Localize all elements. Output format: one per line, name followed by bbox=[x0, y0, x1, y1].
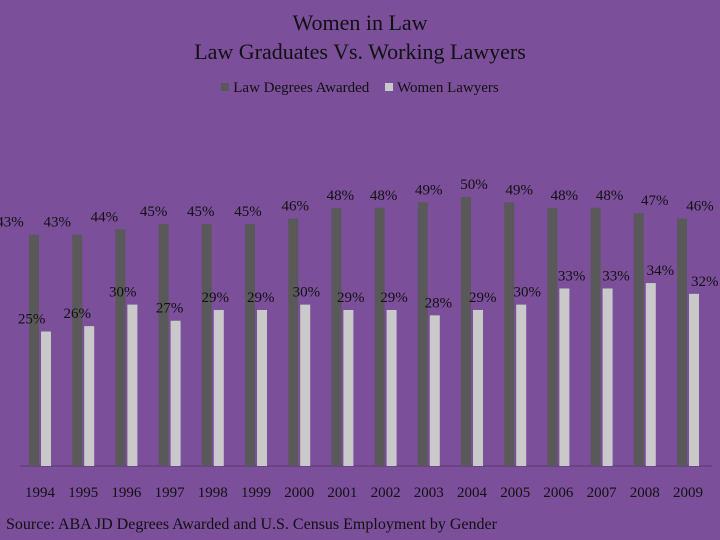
data-label-law-degrees-1996: 44% bbox=[91, 209, 119, 225]
bar-women-lawyers-1996 bbox=[127, 304, 138, 466]
x-tick-label-1998: 1998 bbox=[198, 485, 228, 501]
data-label-women-lawyers-2006: 33% bbox=[558, 268, 586, 284]
legend-entry-women-lawyers: Women Lawyers bbox=[385, 80, 499, 97]
bar-law-degrees-1996 bbox=[115, 229, 126, 466]
legend-swatch-law-degrees bbox=[221, 82, 230, 91]
bar-law-degrees-2002 bbox=[374, 207, 385, 466]
x-tick-label-2004: 2004 bbox=[457, 485, 488, 501]
data-label-law-degrees-2004: 50% bbox=[460, 177, 488, 193]
data-label-law-degrees-2008: 47% bbox=[641, 193, 669, 209]
data-label-women-lawyers-2003: 28% bbox=[425, 295, 453, 311]
data-label-law-degrees-1998: 45% bbox=[187, 204, 215, 220]
bar-law-degrees-2003 bbox=[417, 202, 428, 466]
data-label-women-lawyers-2004: 29% bbox=[469, 290, 497, 306]
bar-women-lawyers-2003 bbox=[429, 315, 440, 466]
data-label-law-degrees-2003: 49% bbox=[415, 182, 443, 198]
x-tick-label-1995: 1995 bbox=[68, 485, 98, 501]
bar-women-lawyers-2004 bbox=[473, 309, 483, 466]
bar-law-degrees-2006 bbox=[547, 207, 558, 466]
bar-women-lawyers-2002 bbox=[386, 309, 397, 466]
bar-women-lawyers-1997 bbox=[170, 320, 181, 466]
data-label-law-degrees-2007: 48% bbox=[596, 188, 624, 204]
data-label-law-degrees-1994: 43% bbox=[0, 215, 24, 231]
data-label-women-lawyers-2002: 29% bbox=[380, 290, 408, 306]
data-label-women-lawyers-1994: 25% bbox=[18, 312, 46, 328]
data-label-law-degrees-2005: 49% bbox=[505, 182, 533, 198]
data-label-law-degrees-1995: 43% bbox=[43, 215, 71, 231]
data-label-women-lawyers-1995: 26% bbox=[63, 306, 91, 322]
bar-law-degrees-1995 bbox=[72, 234, 83, 466]
x-tick-label-2006: 2006 bbox=[543, 485, 574, 501]
chart-title: Women in Law Law Graduates Vs. Working L… bbox=[0, 8, 720, 66]
x-tick-label-1994: 1994 bbox=[25, 485, 56, 501]
bar-women-lawyers-2000 bbox=[300, 304, 311, 466]
data-label-women-lawyers-2001: 29% bbox=[337, 290, 365, 306]
legend-label-law-degrees: Law Degrees Awarded bbox=[233, 80, 370, 96]
chart-title-line-1: Women in Law bbox=[292, 10, 428, 35]
bar-law-degrees-1998 bbox=[201, 223, 212, 466]
data-label-women-lawyers-2009: 32% bbox=[691, 274, 719, 290]
data-label-women-lawyers-1996: 30% bbox=[109, 285, 137, 301]
data-label-women-lawyers-2005: 30% bbox=[513, 285, 541, 301]
x-tick-label-2009: 2009 bbox=[673, 485, 703, 501]
data-label-law-degrees-1999: 45% bbox=[234, 204, 262, 220]
chart-legend: Law Degrees Awarded Women Lawyers bbox=[0, 80, 720, 97]
bar-women-lawyers-2006 bbox=[559, 288, 570, 466]
data-label-women-lawyers-2008: 34% bbox=[647, 263, 675, 279]
chart-subtitle: Law Graduates Vs. Working Lawyers bbox=[194, 39, 526, 64]
data-label-women-lawyers-2000: 30% bbox=[293, 285, 321, 301]
data-label-law-degrees-1997: 45% bbox=[140, 204, 168, 220]
data-label-law-degrees-2006: 48% bbox=[551, 188, 579, 204]
x-tick-label-1997: 1997 bbox=[155, 485, 186, 501]
bar-law-degrees-2004 bbox=[461, 197, 471, 466]
x-tick-label-2001: 2001 bbox=[327, 485, 357, 501]
bar-law-degrees-2005 bbox=[504, 202, 515, 466]
bar-law-degrees-1994 bbox=[29, 234, 39, 466]
bar-law-degrees-1999 bbox=[245, 223, 255, 466]
bar-women-lawyers-2008 bbox=[645, 283, 656, 466]
bar-women-lawyers-2001 bbox=[343, 309, 354, 466]
bar-women-lawyers-1994 bbox=[41, 331, 51, 466]
x-tick-label-2002: 2002 bbox=[371, 485, 401, 501]
x-tick-label-2003: 2003 bbox=[414, 485, 444, 501]
bar-women-lawyers-1998 bbox=[213, 309, 224, 466]
bar-law-degrees-2009 bbox=[677, 218, 687, 466]
bar-law-degrees-2001 bbox=[331, 207, 342, 466]
data-label-law-degrees-2001: 48% bbox=[327, 188, 355, 204]
legend-swatch-women-lawyers bbox=[385, 82, 394, 91]
data-label-law-degrees-2009: 46% bbox=[686, 199, 714, 215]
data-label-law-degrees-2002: 48% bbox=[370, 188, 398, 204]
x-tick-label-2007: 2007 bbox=[587, 485, 618, 501]
x-tick-label-2005: 2005 bbox=[500, 485, 530, 501]
data-label-women-lawyers-1998: 29% bbox=[201, 290, 229, 306]
bar-law-degrees-2007 bbox=[590, 207, 601, 466]
bar-law-degrees-2008 bbox=[633, 213, 644, 466]
bar-women-lawyers-2007 bbox=[602, 288, 613, 466]
data-label-women-lawyers-1999: 29% bbox=[247, 290, 275, 306]
legend-label-women-lawyers: Women Lawyers bbox=[397, 80, 499, 96]
data-label-law-degrees-2000: 46% bbox=[281, 199, 309, 215]
bar-women-lawyers-1999 bbox=[257, 309, 267, 466]
bar-women-lawyers-2009 bbox=[689, 293, 699, 466]
bar-law-degrees-2000 bbox=[288, 218, 299, 466]
x-tick-label-2000: 2000 bbox=[284, 485, 314, 501]
bar-law-degrees-1997 bbox=[158, 223, 169, 466]
x-tick-label-1999: 1999 bbox=[241, 485, 271, 501]
x-tick-label-2008: 2008 bbox=[630, 485, 660, 501]
data-label-women-lawyers-1997: 27% bbox=[156, 301, 184, 317]
bar-women-lawyers-2005 bbox=[516, 304, 527, 466]
source-note: Source: ABA JD Degrees Awarded and U.S. … bbox=[6, 516, 497, 533]
legend-entry-law-degrees: Law Degrees Awarded bbox=[221, 80, 369, 97]
x-tick-label-1996: 1996 bbox=[111, 485, 142, 501]
bar-women-lawyers-1995 bbox=[84, 326, 95, 466]
data-label-women-lawyers-2007: 33% bbox=[602, 268, 630, 284]
